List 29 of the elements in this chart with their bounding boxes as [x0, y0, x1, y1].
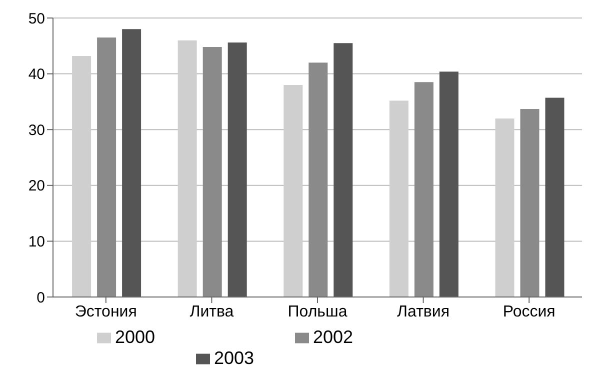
bar [414, 82, 434, 297]
y-tick-label: 20 [28, 178, 45, 195]
bar [202, 47, 222, 297]
bar [520, 108, 540, 297]
legend-label: 2002 [313, 327, 354, 347]
y-tick-label: 0 [36, 289, 45, 306]
legend-label: 2000 [114, 327, 155, 347]
x-tick-label: Эстония [74, 303, 137, 320]
x-tick-label: Польша [288, 303, 348, 320]
y-tick-label: 30 [28, 122, 45, 139]
bar [72, 56, 92, 297]
x-tick-label: Россия [502, 303, 556, 320]
bar [495, 118, 514, 297]
bar [122, 29, 142, 297]
bar [178, 40, 197, 297]
y-tick-label: 50 [28, 10, 45, 28]
x-tick-label: Латвия [397, 303, 450, 320]
bar [334, 43, 353, 297]
bar [439, 72, 458, 297]
bar [308, 62, 328, 297]
x-tick-label: Литва [190, 303, 234, 320]
bar [228, 42, 247, 297]
bar [389, 100, 408, 297]
bar [545, 98, 564, 297]
y-tick-label: 10 [28, 234, 45, 251]
bar [97, 38, 116, 297]
y-tick-label: 40 [28, 66, 45, 84]
legend-label: 2003 [214, 348, 254, 368]
bar [284, 84, 303, 297]
